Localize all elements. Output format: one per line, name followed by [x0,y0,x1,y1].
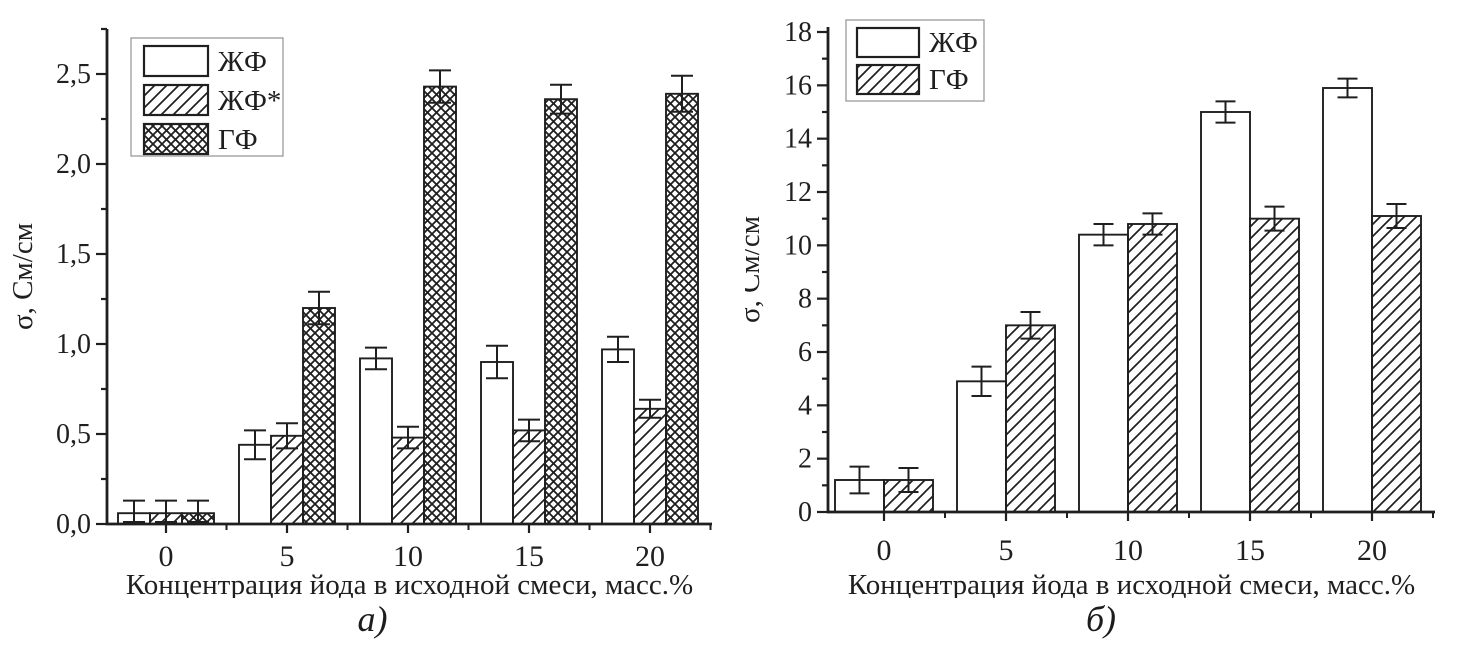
legend-swatch-ЖФ* [142,83,210,117]
x-category-label: 5 [280,540,295,573]
chart-panel-a: 0,0 0,5 1,0 1,5 2,0 2,5 0 5 10 15 20 ЖФ ЖФ* ГФ σ, См/с… [0,27,745,640]
x-category-label: 10 [1113,534,1143,567]
y-tick-label: 12 [784,177,812,208]
bar-ГФ-15 [544,98,578,525]
bar-ЖФ*-10 [391,436,425,525]
bar-ЖФ-10 [1078,233,1129,513]
caption-b: б) [745,598,1457,640]
legend-swatch-ГФ [142,122,210,156]
x-category-label: 0 [159,540,174,573]
legend-label-ЖФ: ЖФ [218,46,267,78]
bar-ЖФ-20 [601,348,635,525]
y-tick-label: 14 [784,124,812,155]
bar-ЖФ*-20 [633,407,667,525]
bar-ЖФ*-15 [512,429,546,525]
x-category-label: 10 [393,540,423,573]
legend-label-ЖФ*: ЖФ* [218,85,281,117]
x-category-label: 15 [1235,534,1265,567]
legend-swatch-ГФ [855,63,921,96]
bar-ГФ-10 [1127,223,1178,513]
bar-ГФ-10 [423,85,457,525]
y-tick-label: 1,0 [56,329,91,360]
legend-label-ЖФ: ЖФ [929,27,978,59]
bar-ЖФ-20 [1322,87,1373,513]
bar-ГФ-20 [665,92,699,525]
caption-a: а) [0,598,745,640]
y-tick-label: 2,5 [56,59,91,90]
y-tick-label: 0,0 [56,509,91,540]
chart-panel-b: 0 2 4 6 8 10 12 14 16 18 0 5 10 15 20 ЖФ ГФ σ, См/см Конце… [745,0,1457,661]
y-tick-label: 2 [798,444,812,475]
y-tick-label: 0,5 [56,419,91,450]
x-category-label: 0 [877,534,892,567]
y-tick-label: 10 [784,230,812,261]
bar-ЖФ-15 [480,361,514,525]
y-tick-label: 16 [784,70,812,101]
bar-ЖФ-10 [359,357,393,525]
axis-spines [826,27,1435,514]
y-tick-label: 8 [798,284,812,315]
x-axis-title: Концентрация йода в исходной смеси, масс… [848,569,1415,598]
bar-chart-b: 0 2 4 6 8 10 12 14 16 18 0 5 10 15 20 ЖФ ГФ σ, См/см Конце… [745,17,1435,598]
bar-ЖФ-5 [956,380,1007,513]
legend-swatch-ЖФ [855,26,921,59]
legend-label-ГФ: ГФ [929,64,969,96]
bar-ГФ-5 [1005,324,1056,513]
y-tick-label: 6 [798,337,812,368]
x-category-label: 20 [1357,534,1387,567]
bar-ГФ-5 [302,307,336,525]
y-tick-label: 2,0 [56,149,91,180]
caption-b-text: б) [1085,599,1117,639]
y-tick-label: 4 [798,390,812,421]
x-category-label: 5 [999,534,1014,567]
bar-ЖФ-15 [1200,111,1251,513]
legend-label-ГФ: ГФ [218,124,258,156]
legend-swatch-ЖФ [142,44,210,78]
caption-a-text: а) [357,599,388,639]
bar-chart-a: 0,0 0,5 1,0 1,5 2,0 2,5 0 5 10 15 20 ЖФ ЖФ* ГФ σ, См/с… [7,27,712,598]
x-category-label: 15 [514,540,544,573]
x-axis-title: Концентрация йода в исходной смеси, масс… [126,569,693,598]
x-category-label: 20 [635,540,665,573]
y-axis-title: σ, См/см [7,223,39,330]
bar-ГФ-20 [1371,215,1422,513]
y-tick-label: 0 [798,497,812,528]
bar-ГФ-15 [1249,217,1300,513]
y-axis-title: σ, См/см [745,216,766,323]
y-tick-label: 18 [784,17,812,48]
y-tick-label: 1,5 [56,239,91,270]
axis-spines [105,29,712,526]
